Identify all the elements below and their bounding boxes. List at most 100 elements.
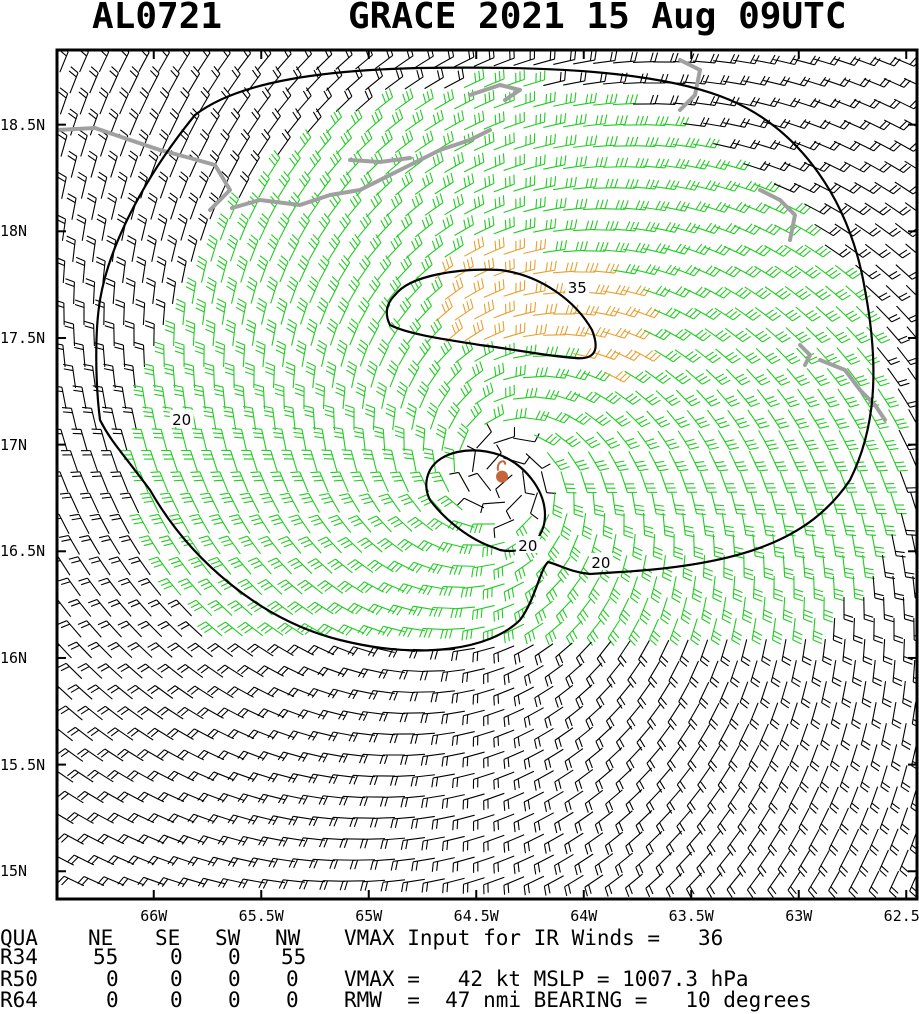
barb-stroke <box>533 396 555 400</box>
barb-stroke <box>381 339 389 347</box>
wind-barb <box>168 556 192 576</box>
barb-stroke <box>376 390 385 397</box>
barb-stroke <box>629 221 635 231</box>
wind-barb <box>59 492 80 514</box>
barb-stroke <box>695 508 705 511</box>
barb-stroke <box>553 504 563 510</box>
barb-stroke <box>305 129 312 138</box>
barb-stroke <box>296 306 305 313</box>
barb-stroke <box>390 471 400 474</box>
wind-barb <box>543 70 566 87</box>
barb-stroke <box>623 81 645 85</box>
barb-stroke <box>575 157 579 167</box>
barb-stroke <box>857 378 868 383</box>
barb-stroke <box>142 406 152 409</box>
wind-barb <box>486 444 502 470</box>
barb-stroke <box>533 142 555 150</box>
wind-barb <box>734 307 761 321</box>
barb-stroke <box>238 535 248 540</box>
wind-barb <box>414 130 434 153</box>
barb-stroke <box>584 198 588 208</box>
wind-barb <box>225 319 236 346</box>
barb-stroke <box>341 216 349 226</box>
barb-stroke <box>241 90 249 99</box>
barb-stroke <box>584 71 587 82</box>
barb-stroke <box>559 325 564 336</box>
barb-stroke <box>322 387 326 409</box>
barb-stroke <box>743 121 765 129</box>
barb-stroke <box>701 513 707 535</box>
barb-stroke <box>240 132 248 141</box>
wind-barb <box>57 129 68 157</box>
barb-stroke <box>435 306 453 322</box>
wind-barb <box>849 450 868 472</box>
barb-stroke <box>642 513 646 535</box>
barb-stroke <box>893 57 915 67</box>
barb-stroke <box>316 95 332 113</box>
barb-stroke <box>620 576 630 583</box>
barb-stroke <box>444 300 450 310</box>
barb-stroke <box>448 297 453 308</box>
barb-stroke <box>887 357 898 362</box>
barb-stroke <box>709 310 718 318</box>
wind-barb <box>57 300 65 325</box>
wind-barb <box>503 238 526 255</box>
barb-stroke <box>805 529 815 532</box>
barb-stroke <box>675 416 685 422</box>
barb-stroke <box>655 200 661 210</box>
barb-stroke <box>328 282 340 304</box>
barb-stroke <box>232 475 242 478</box>
barb-stroke <box>62 261 66 283</box>
barb-stroke <box>494 114 497 125</box>
wind-barb <box>347 318 359 346</box>
barb-stroke <box>471 450 477 472</box>
barb-stroke <box>861 338 871 344</box>
barb-stroke <box>613 269 635 275</box>
barb-stroke <box>824 525 834 528</box>
wind-barb <box>632 534 643 561</box>
barb-stroke <box>685 369 703 385</box>
wind-barb <box>198 535 221 555</box>
barb-stroke <box>815 288 824 295</box>
barb-stroke <box>604 114 608 124</box>
wind-barb <box>673 137 700 149</box>
wind-barb <box>552 492 563 519</box>
barb-stroke <box>371 114 377 124</box>
barb-stroke <box>157 256 167 262</box>
wind-barb <box>181 450 198 472</box>
barb-stroke <box>296 344 306 351</box>
barb-stroke <box>813 99 821 108</box>
barb-stroke <box>382 258 389 268</box>
barb-stroke <box>553 508 563 514</box>
barb-stroke <box>206 319 216 325</box>
barb-stroke <box>155 303 165 309</box>
barb-stroke <box>714 550 724 555</box>
barb-stroke <box>292 366 296 388</box>
barb-stroke <box>269 240 279 262</box>
barb-stroke <box>788 450 800 472</box>
barb-stroke <box>232 324 236 346</box>
barb-stroke <box>611 555 621 561</box>
barb-stroke <box>109 70 118 78</box>
barb-stroke <box>884 396 895 401</box>
barb-stroke <box>308 241 320 261</box>
barb-stroke <box>161 387 167 409</box>
barb-stroke <box>892 273 901 280</box>
barb-stroke <box>446 217 450 227</box>
barb-stroke <box>897 378 907 383</box>
barb-stroke <box>599 72 603 83</box>
wind-barb <box>581 513 593 540</box>
barb-stroke <box>239 219 249 241</box>
barb-stroke <box>851 316 861 323</box>
wind-barb <box>878 429 899 451</box>
barb-stroke <box>573 144 595 148</box>
barb-stroke <box>699 159 706 169</box>
barb-stroke <box>739 246 747 255</box>
barb-stroke <box>289 238 298 246</box>
barb-stroke <box>313 431 324 435</box>
barb-stroke <box>574 219 578 229</box>
barb-stroke <box>758 333 768 340</box>
wind-barb <box>842 555 855 580</box>
barb-stroke <box>864 243 884 259</box>
wind-barb <box>613 263 640 275</box>
